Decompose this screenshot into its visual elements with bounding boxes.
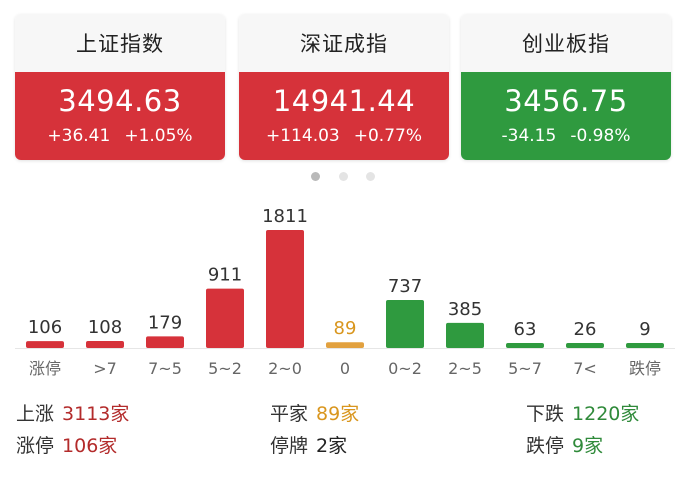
stat-label: 下跌 (526, 403, 565, 425)
index-quote: 3456.75 -34.15 -0.98% (461, 72, 671, 160)
chart-category-label: 跌停 (629, 359, 661, 378)
index-change: +114.03 (266, 126, 340, 146)
chart-category-label: 5~2 (208, 359, 242, 378)
stat-label: 上涨 (16, 403, 55, 425)
chart-bar[interactable] (266, 230, 304, 348)
chart-category-label: 2~5 (448, 359, 482, 378)
index-quote: 14941.44 +114.03 +0.77% (239, 72, 449, 160)
index-change-row: +114.03 +0.77% (239, 126, 449, 146)
chart-category-label: 0~2 (388, 359, 422, 378)
stat-value: 3113家 (62, 403, 130, 425)
chart-category-label: 7< (573, 359, 597, 378)
stat-value: 106家 (62, 435, 118, 457)
stat-limit-down: 跌停 9家 (526, 431, 603, 458)
page-dot[interactable] (339, 172, 348, 181)
page-dot[interactable] (311, 172, 320, 181)
index-change-row: +36.41 +1.05% (15, 126, 225, 146)
stat-up: 上涨 3113家 (16, 399, 129, 426)
stat-value: 1220家 (572, 403, 640, 425)
chart-bar[interactable] (86, 340, 124, 348)
index-card-chinext[interactable]: 创业板指 3456.75 -34.15 -0.98% (461, 14, 671, 160)
chart-value-label: 1811 (262, 206, 308, 227)
stat-value: 89家 (316, 403, 360, 425)
chart-value-label: 737 (388, 276, 422, 297)
chart-value-label: 89 (334, 318, 357, 339)
chart-category-label: 5~7 (508, 359, 542, 378)
stat-halted: 停牌 2家 (270, 431, 347, 458)
chart-bar[interactable] (506, 343, 544, 348)
stat-flat: 平家 89家 (270, 399, 359, 426)
page-indicator[interactable] (0, 172, 690, 184)
index-change-pct: +1.05% (124, 126, 193, 146)
index-change: +36.41 (47, 126, 111, 146)
index-cards: 上证指数 3494.63 +36.41 +1.05% 深证成指 14941.44 … (0, 0, 690, 170)
chart-bar[interactable] (206, 288, 244, 348)
stat-down: 下跌 1220家 (526, 399, 639, 426)
stat-label: 跌停 (526, 435, 565, 457)
chart-category-label: 0 (340, 359, 350, 378)
chart-bar[interactable] (566, 343, 604, 348)
index-card-shenzhen[interactable]: 深证成指 14941.44 +114.03 +0.77% (239, 14, 449, 160)
market-breadth-summary: 上涨 3113家 涨停 106家 平家 89家 停牌 2家 下跌 1220家 跌停 9家 (0, 395, 690, 485)
index-change-row: -34.15 -0.98% (461, 126, 671, 146)
index-change: -34.15 (501, 126, 557, 146)
chart-value-label: 108 (88, 317, 122, 338)
stat-value: 9家 (572, 435, 604, 457)
chart-category-label: 7~5 (148, 359, 182, 378)
stat-limit-up: 涨停 106家 (16, 431, 117, 458)
index-price: 3456.75 (504, 84, 628, 118)
index-change-pct: +0.77% (353, 126, 422, 146)
stat-label: 停牌 (270, 435, 309, 457)
chart-bar[interactable] (446, 322, 484, 348)
chart-value-label: 385 (448, 299, 482, 320)
index-name: 创业板指 (461, 14, 671, 72)
page-dot[interactable] (366, 172, 375, 181)
chart-value-label: 9 (639, 319, 650, 340)
chart-bar[interactable] (386, 299, 424, 348)
index-name: 上证指数 (15, 14, 225, 72)
index-card-shanghai[interactable]: 上证指数 3494.63 +36.41 +1.05% (15, 14, 225, 160)
chart-value-label: 63 (514, 319, 537, 340)
chart-value-label: 179 (148, 312, 182, 333)
index-price: 14941.44 (272, 84, 416, 118)
chart-value-label: 911 (208, 265, 242, 286)
index-price: 3494.63 (58, 84, 182, 118)
chart-category-label: 2~0 (268, 359, 302, 378)
chart-category-label: >7 (93, 359, 117, 378)
stat-label: 涨停 (16, 435, 55, 457)
chart-value-label: 26 (574, 319, 597, 340)
chart-bar[interactable] (326, 342, 364, 348)
chart-bar[interactable] (626, 343, 664, 348)
stat-value: 2家 (316, 435, 348, 457)
chart-category-label: 涨停 (29, 359, 61, 378)
chart-bar[interactable] (26, 341, 64, 348)
chart-bar[interactable] (146, 336, 184, 348)
index-name: 深证成指 (239, 14, 449, 72)
index-change-pct: -0.98% (570, 126, 631, 146)
index-quote: 3494.63 +36.41 +1.05% (15, 72, 225, 160)
stat-label: 平家 (270, 403, 309, 425)
chart-value-label: 106 (28, 317, 62, 338)
rise-fall-distribution-chart: 106 涨停 108 >7 179 7~5 911 5~2 1811 2~0 89 0 737 0~2 38… (15, 206, 675, 378)
